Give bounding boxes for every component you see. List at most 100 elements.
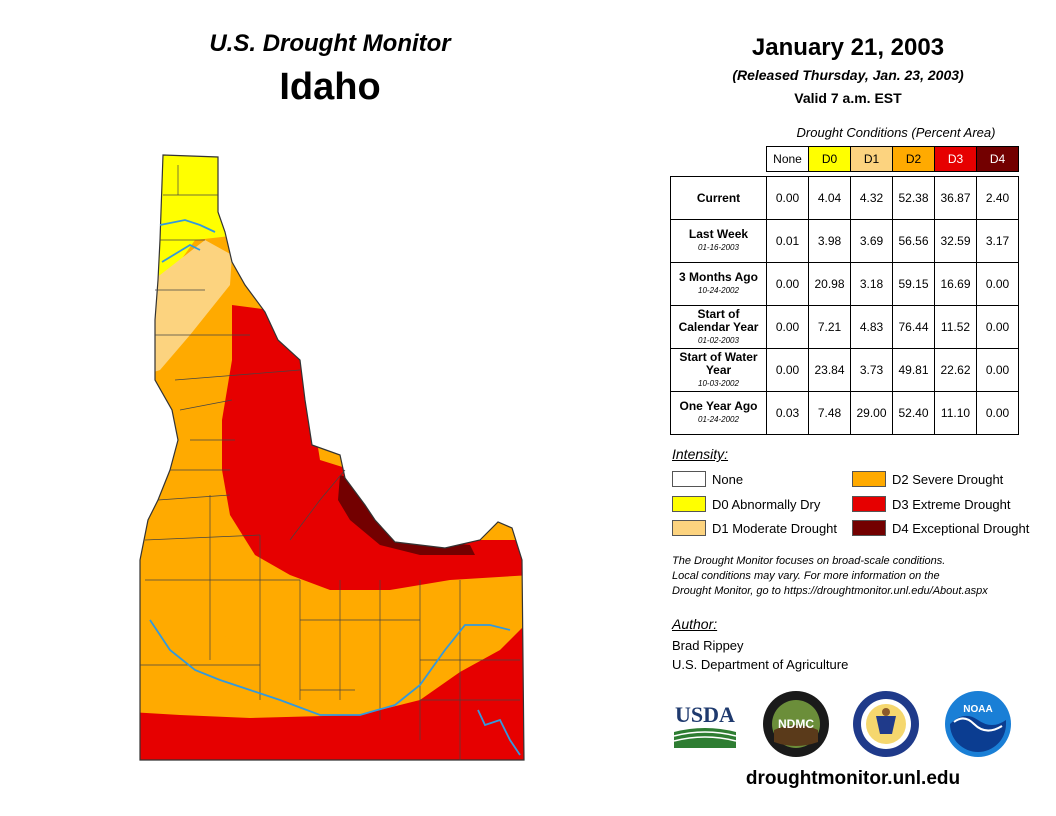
svg-text:USDA: USDA — [675, 702, 735, 727]
legend-swatch — [852, 471, 886, 487]
table-cell: 0.00 — [976, 305, 1019, 349]
table-caption: Drought Conditions (Percent Area) — [796, 125, 996, 140]
legend-label: D4 Exceptional Drought — [892, 520, 1030, 536]
row-label: Start of Calendar Year 01-02-2003 — [670, 305, 767, 349]
table-row: One Year Ago 01-24-2002 0.03 7.48 29.00 5… — [670, 391, 1019, 435]
table-cell: 0.01 — [766, 219, 809, 263]
legend-swatch — [672, 496, 706, 512]
drought-conditions-table: None D0 D1 D2 D3 D4 Current 0.00 4.04 4.… — [670, 146, 1019, 435]
legend-label: None — [712, 471, 744, 487]
table-cell: 4.04 — [808, 176, 851, 220]
row-label: Last Week 01-16-2003 — [670, 219, 767, 263]
legend-item-d4: D4 Exceptional Drought — [852, 520, 1029, 536]
table-cell: 11.52 — [934, 305, 977, 349]
table-cell: 11.10 — [934, 391, 977, 435]
table-cell: 0.00 — [976, 391, 1019, 435]
website-link[interactable]: droughtmonitor.unl.edu — [745, 768, 961, 789]
col-d0: D0 — [808, 146, 851, 172]
table-header-row: None D0 D1 D2 D3 D4 — [671, 146, 1019, 172]
d4-zone — [338, 475, 475, 555]
legend-title: Intensity: — [672, 446, 729, 462]
legend-item-none: None — [672, 471, 743, 487]
note-line: The Drought Monitor focuses on broad-sca… — [672, 555, 946, 567]
table-cell: 2.40 — [976, 176, 1019, 220]
author-name: Brad Rippey — [672, 638, 744, 653]
row-label: Current — [670, 176, 767, 220]
table-cell: 0.00 — [766, 262, 809, 306]
row-label: Start of Water Year 10-03-2002 — [670, 348, 767, 392]
d3-zone-central — [222, 305, 524, 590]
table-cell: 52.40 — [892, 391, 935, 435]
col-d3: D3 — [934, 146, 977, 172]
author-org: U.S. Department of Agriculture — [672, 657, 849, 672]
table-cell: 3.18 — [850, 262, 893, 306]
table-row: Last Week 01-16-2003 0.01 3.98 3.69 56.56… — [670, 219, 1019, 263]
rivers — [149, 219, 521, 756]
table-cell: 36.87 — [934, 176, 977, 220]
legend-swatch — [672, 471, 706, 487]
legend-swatch — [852, 520, 886, 536]
col-none: None — [766, 146, 809, 172]
table-cell: 0.03 — [766, 391, 809, 435]
noaa-logo: NOAA — [945, 691, 1011, 757]
legend-item-d0: D0 Abnormally Dry — [672, 496, 820, 512]
table-cell: 23.84 — [808, 348, 851, 392]
state-outline — [139, 154, 525, 761]
table-cell: 0.00 — [976, 348, 1019, 392]
table-cell: 3.17 — [976, 219, 1019, 263]
table-cell: 16.69 — [934, 262, 977, 306]
drought-zones — [140, 155, 524, 760]
col-d2: D2 — [892, 146, 935, 172]
legend-item-d2: D2 Severe Drought — [852, 471, 1003, 487]
table-cell: 0.00 — [976, 262, 1019, 306]
table-cell: 22.62 — [934, 348, 977, 392]
legend-label: D2 Severe Drought — [892, 471, 1004, 487]
table-cell: 7.21 — [808, 305, 851, 349]
row-label: One Year Ago 01-24-2002 — [670, 391, 767, 435]
legend-label: D1 Moderate Drought — [712, 520, 838, 536]
released-date: (Released Thursday, Jan. 23, 2003) — [732, 67, 964, 83]
disclaimer-note: The Drought Monitor focuses on broad-sca… — [672, 554, 1042, 599]
commerce-seal-logo — [853, 691, 919, 757]
table-cell: 0.00 — [766, 348, 809, 392]
ndmc-logo: NDMC — [763, 691, 829, 757]
author-title: Author: — [672, 616, 718, 632]
table-cell: 49.81 — [892, 348, 935, 392]
table-cell: 0.00 — [766, 305, 809, 349]
table-cell: 29.00 — [850, 391, 893, 435]
note-line: Local conditions may vary. For more info… — [672, 570, 940, 582]
table-row: Current 0.00 4.04 4.32 52.38 36.87 2.40 — [670, 176, 1019, 220]
legend-swatch — [672, 520, 706, 536]
table-cell: 4.83 — [850, 305, 893, 349]
legend-label: D0 Abnormally Dry — [712, 496, 821, 512]
d3-zone-south — [140, 620, 524, 760]
table-cell: 52.38 — [892, 176, 935, 220]
map-date: January 21, 2003 — [751, 34, 945, 61]
legend-item-d3: D3 Extreme Drought — [852, 496, 1011, 512]
table-row: Start of Calendar Year 01-02-2003 0.00 7.… — [670, 305, 1019, 349]
table-cell: 3.98 — [808, 219, 851, 263]
table-cell: 59.15 — [892, 262, 935, 306]
col-d1: D1 — [850, 146, 893, 172]
table-cell: 3.69 — [850, 219, 893, 263]
legend-label: D3 Extreme Drought — [892, 496, 1011, 512]
col-d4: D4 — [976, 146, 1019, 172]
svg-text:NDMC: NDMC — [778, 717, 814, 731]
legend-swatch — [852, 496, 886, 512]
table-cell: 56.56 — [892, 219, 935, 263]
monitor-title: U.S. Drought Monitor — [209, 30, 451, 57]
table-cell: 76.44 — [892, 305, 935, 349]
table-cell: 3.73 — [850, 348, 893, 392]
row-label: 3 Months Ago 10-24-2002 — [670, 262, 767, 306]
table-cell: 0.00 — [766, 176, 809, 220]
table-cell: 7.48 — [808, 391, 851, 435]
valid-time: Valid 7 a.m. EST — [794, 90, 902, 106]
idaho-drought-map — [139, 154, 525, 761]
table-row: 3 Months Ago 10-24-2002 0.00 20.98 3.18 5… — [670, 262, 1019, 306]
svg-text:NOAA: NOAA — [963, 704, 992, 715]
note-line: Drought Monitor, go to https://droughtmo… — [672, 585, 988, 597]
d2-sub-zone — [140, 580, 524, 705]
table-cell: 32.59 — [934, 219, 977, 263]
table-row: Start of Water Year 10-03-2002 0.00 23.84… — [670, 348, 1019, 392]
legend-item-d1: D1 Moderate Drought — [672, 520, 837, 536]
